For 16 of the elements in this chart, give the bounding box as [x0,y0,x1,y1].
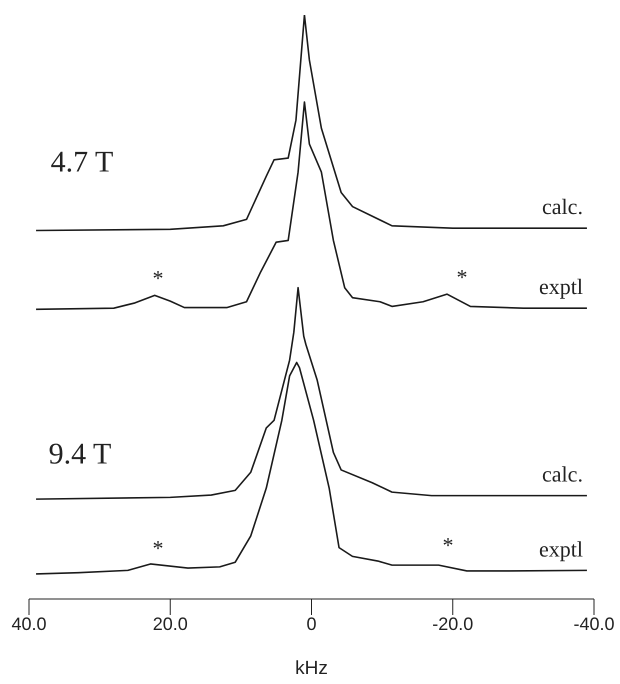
x-tick-label: 0 [306,614,317,634]
x-axis-title: kHz [295,658,328,679]
series-label: exptl [538,536,583,562]
series-label: calc. [542,194,583,220]
series-label: calc. [542,462,583,487]
x-tick-label: -20.0 [432,614,474,634]
annotation: * [152,266,164,290]
x-tick-label: 40.0 [11,614,47,634]
annotation: * [442,532,454,558]
series-label: exptl [538,274,583,300]
annotation: 4.7 T [50,146,114,178]
x-tick-label: -40.0 [573,614,615,634]
annotation: * [152,536,164,560]
annotation: * [456,264,468,290]
annotation: 9.4 T [48,438,112,470]
x-tick-label: 20.0 [152,614,188,634]
